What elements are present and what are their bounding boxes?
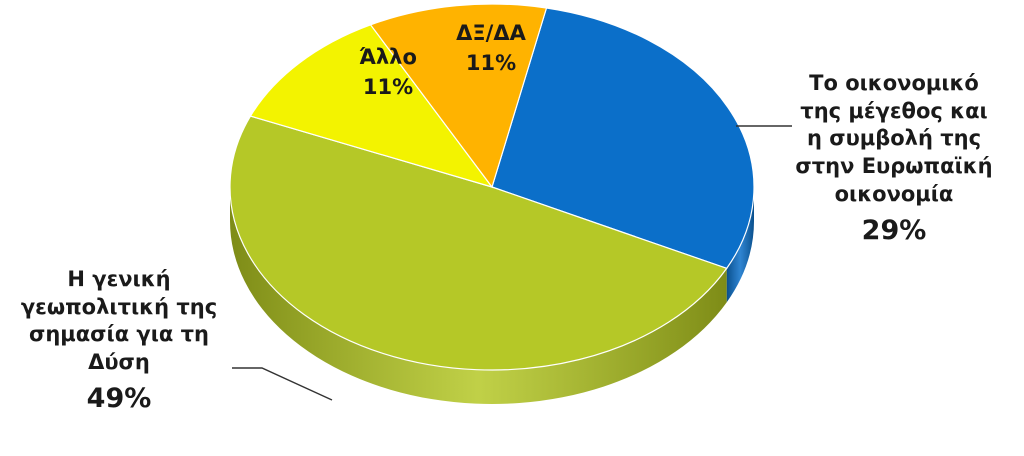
- pie-slice: [249, 24, 494, 189]
- slice-name: σημασία για τη: [28, 322, 210, 347]
- slice-label-economic: Το οικονομικό της μέγεθος και η συμβολή …: [776, 70, 1012, 248]
- slice-label-other: Άλλο 11%: [338, 44, 438, 101]
- slice-name: Το οικονομικό: [809, 71, 979, 95]
- slice-name: ΔΞ/ΔΑ: [456, 21, 526, 45]
- slice-value-label: 29%: [861, 214, 927, 246]
- slice-name: Η γενική: [67, 267, 171, 291]
- slice-side-1: [230, 187, 727, 404]
- slice-name: η συμβολή της: [806, 126, 982, 151]
- slice-side-0: [726, 187, 754, 303]
- pie-slice: [491, 7, 755, 270]
- pie-slice: [229, 115, 728, 371]
- slice-label-geopolitical: Η γενική γεωπολιτική της σημασία για τη …: [4, 266, 234, 417]
- slice-value-label: 11%: [362, 74, 414, 99]
- pie-slice: [369, 3, 548, 189]
- slice-value-label: 49%: [86, 382, 152, 414]
- slice-name: οικονομία: [834, 181, 954, 206]
- slice-name: γεωπολιτική της: [20, 294, 218, 319]
- slice-label-dkna: ΔΞ/ΔΑ 11%: [436, 20, 546, 77]
- slice-name: της μέγεθος και: [800, 98, 988, 123]
- slice-name: στην Ευρωπαϊκή: [795, 154, 993, 179]
- slice-name: Άλλο: [359, 45, 417, 69]
- slice-name: Δύση: [88, 350, 150, 375]
- slice-value-label: 11%: [465, 50, 517, 75]
- leader-line-geopolitical: [232, 367, 333, 401]
